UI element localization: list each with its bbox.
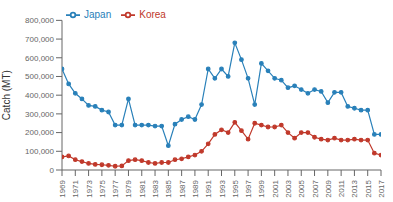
svg-text:2009: 2009: [324, 179, 333, 197]
svg-text:1999: 1999: [257, 179, 266, 197]
svg-text:1979: 1979: [124, 179, 133, 197]
svg-text:1983: 1983: [151, 179, 160, 197]
svg-text:2001: 2001: [271, 179, 280, 197]
svg-text:2017: 2017: [377, 179, 385, 197]
svg-text:600,000: 600,000: [25, 54, 54, 63]
svg-text:1987: 1987: [178, 179, 187, 197]
html-text:Korea: Korea: [139, 9, 166, 20]
svg-text:2013: 2013: [350, 179, 359, 197]
svg-text:1975: 1975: [98, 179, 107, 197]
html-text:Japan: Japan: [84, 9, 112, 20]
svg-text:1997: 1997: [244, 179, 253, 197]
svg-text:1989: 1989: [191, 179, 200, 197]
svg-text:1973: 1973: [85, 179, 94, 197]
svg-text:1991: 1991: [204, 179, 213, 197]
svg-text:2011: 2011: [337, 179, 346, 197]
svg-text:100,000: 100,000: [25, 147, 54, 156]
svg-text:1971: 1971: [71, 179, 80, 197]
svg-text:500,000: 500,000: [25, 72, 54, 81]
svg-text:1995: 1995: [231, 179, 240, 197]
svg-text:1969: 1969: [58, 179, 67, 197]
svg-text:0: 0: [50, 166, 55, 175]
svg-text:800,000: 800,000: [25, 16, 54, 25]
svg-text:1993: 1993: [218, 179, 227, 197]
svg-text:400,000: 400,000: [25, 91, 54, 100]
svg-text:1985: 1985: [164, 179, 173, 197]
svg-text:Catch (MT): Catch (MT): [8, 70, 12, 120]
svg-text:2007: 2007: [311, 179, 320, 197]
svg-text:2015: 2015: [364, 179, 373, 197]
svg-text:1981: 1981: [138, 179, 147, 197]
svg-text:300,000: 300,000: [25, 110, 54, 119]
svg-text:2005: 2005: [297, 179, 306, 197]
svg-text:200,000: 200,000: [25, 128, 54, 137]
svg-text:1977: 1977: [111, 179, 120, 197]
svg-text:700,000: 700,000: [25, 35, 54, 44]
svg-text:2003: 2003: [284, 179, 293, 197]
